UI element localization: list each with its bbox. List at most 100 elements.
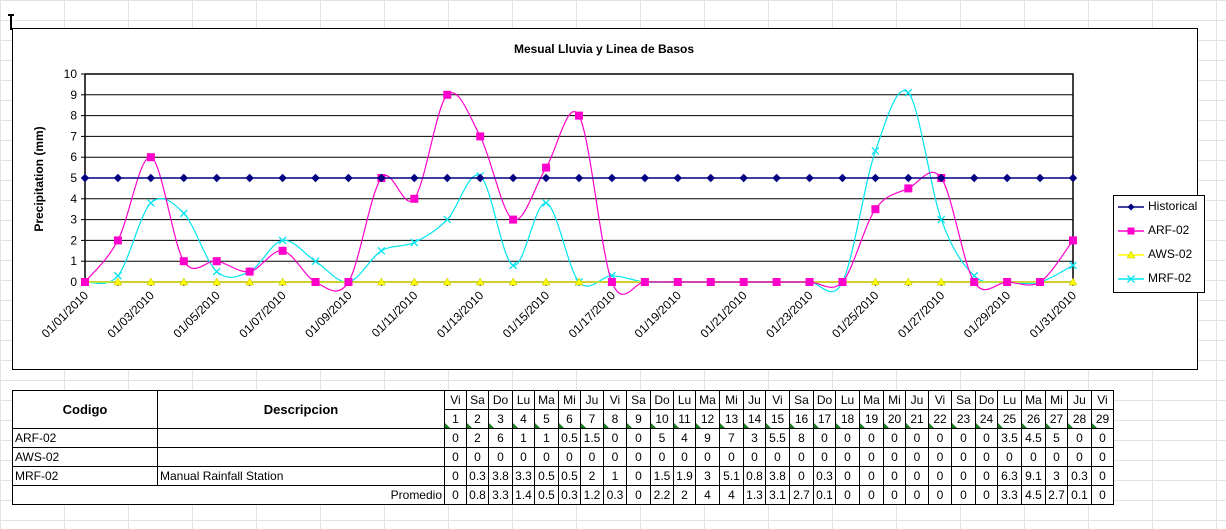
day-number-cell[interactable]: 17 (813, 409, 836, 429)
day-number-cell[interactable]: 13 (719, 409, 744, 429)
day-number-cell[interactable]: 14 (743, 409, 766, 429)
value-cell[interactable]: 0 (719, 447, 744, 467)
codigo-cell[interactable]: ARF-02 (12, 428, 158, 448)
day-name-cell[interactable]: Vi (1091, 390, 1114, 410)
value-cell[interactable]: 0 (1091, 466, 1114, 486)
promedio-value-cell[interactable]: 4 (695, 485, 720, 505)
value-cell[interactable]: 0.3 (813, 466, 836, 486)
day-name-cell[interactable]: Vi (765, 390, 790, 410)
day-number-cell[interactable]: 9 (626, 409, 651, 429)
day-number-cell[interactable]: 1 (444, 409, 467, 429)
value-cell[interactable]: 0 (695, 447, 720, 467)
day-name-cell[interactable]: Sa (466, 390, 489, 410)
promedio-value-cell[interactable]: 0 (951, 485, 976, 505)
day-name-cell[interactable]: Do (813, 390, 836, 410)
value-cell[interactable]: 0 (951, 466, 976, 486)
value-cell[interactable]: 0.5 (534, 466, 559, 486)
value-cell[interactable]: 3.8 (765, 466, 790, 486)
promedio-value-cell[interactable]: 2.7 (789, 485, 814, 505)
promedio-value-cell[interactable]: 0.3 (558, 485, 581, 505)
value-cell[interactable]: 0 (905, 428, 929, 448)
value-cell[interactable]: 0 (466, 447, 489, 467)
descripcion-cell[interactable] (157, 428, 445, 448)
value-cell[interactable]: 1.5 (650, 466, 674, 486)
value-cell[interactable]: 0.3 (466, 466, 489, 486)
day-number-cell[interactable]: 5 (534, 409, 559, 429)
day-name-cell[interactable]: Lu (673, 390, 696, 410)
day-name-cell[interactable]: Ma (859, 390, 884, 410)
day-name-cell[interactable]: Vi (603, 390, 627, 410)
promedio-label[interactable]: Promedio (12, 485, 445, 505)
value-cell[interactable]: 0 (765, 447, 790, 467)
day-number-cell[interactable]: 16 (789, 409, 814, 429)
value-cell[interactable]: 0 (951, 447, 976, 467)
promedio-value-cell[interactable]: 0.8 (466, 485, 489, 505)
value-cell[interactable]: 7 (719, 428, 744, 448)
promedio-value-cell[interactable]: 0.1 (813, 485, 836, 505)
promedio-value-cell[interactable]: 1.2 (580, 485, 604, 505)
day-name-cell[interactable]: Mi (883, 390, 906, 410)
value-cell[interactable]: 0 (859, 447, 884, 467)
promedio-value-cell[interactable]: 0 (905, 485, 929, 505)
promedio-value-cell[interactable]: 1.4 (512, 485, 535, 505)
codigo-cell[interactable]: AWS-02 (12, 447, 158, 467)
value-cell[interactable]: 0 (650, 447, 674, 467)
day-number-cell[interactable]: 20 (883, 409, 906, 429)
promedio-value-cell[interactable]: 0.5 (534, 485, 559, 505)
day-name-cell[interactable]: Sa (626, 390, 651, 410)
value-cell[interactable]: 3.3 (512, 466, 535, 486)
value-cell[interactable]: 0 (626, 428, 651, 448)
value-cell[interactable]: 5 (650, 428, 674, 448)
value-cell[interactable]: 0 (512, 447, 535, 467)
value-cell[interactable]: 0 (951, 428, 976, 448)
value-cell[interactable]: 0 (859, 428, 884, 448)
day-number-cell[interactable]: 7 (580, 409, 604, 429)
value-cell[interactable]: 2 (580, 466, 604, 486)
promedio-value-cell[interactable]: 0.1 (1067, 485, 1092, 505)
promedio-value-cell[interactable]: 0 (1091, 485, 1114, 505)
value-cell[interactable]: 3 (743, 428, 766, 448)
day-number-cell[interactable]: 24 (975, 409, 998, 429)
value-cell[interactable]: 4.5 (1021, 428, 1046, 448)
day-name-cell[interactable]: Do (650, 390, 674, 410)
codigo-cell[interactable]: MRF-02 (12, 466, 158, 486)
day-number-cell[interactable]: 23 (951, 409, 976, 429)
day-name-cell[interactable]: Ju (580, 390, 604, 410)
day-name-cell[interactable]: Mi (719, 390, 744, 410)
promedio-value-cell[interactable]: 3.1 (765, 485, 790, 505)
value-cell[interactable]: 6 (488, 428, 513, 448)
value-cell[interactable]: 0 (928, 447, 952, 467)
day-number-cell[interactable]: 28 (1067, 409, 1092, 429)
value-cell[interactable]: 0 (673, 447, 696, 467)
value-cell[interactable]: 0 (580, 447, 604, 467)
value-cell[interactable]: 0 (883, 428, 906, 448)
day-name-cell[interactable]: Ju (905, 390, 929, 410)
descripcion-cell[interactable]: Manual Rainfall Station (157, 466, 445, 486)
promedio-value-cell[interactable]: 0 (928, 485, 952, 505)
value-cell[interactable]: 0 (444, 428, 467, 448)
value-cell[interactable]: 3.5 (997, 428, 1022, 448)
value-cell[interactable]: 0 (488, 447, 513, 467)
value-cell[interactable]: 0 (997, 447, 1022, 467)
day-name-cell[interactable]: Do (488, 390, 513, 410)
value-cell[interactable]: 1 (512, 428, 535, 448)
value-cell[interactable]: 9.1 (1021, 466, 1046, 486)
value-cell[interactable]: 0 (835, 447, 860, 467)
day-name-cell[interactable]: Lu (512, 390, 535, 410)
promedio-value-cell[interactable]: 1.3 (743, 485, 766, 505)
value-cell[interactable]: 0 (626, 466, 651, 486)
value-cell[interactable]: 0 (1045, 447, 1068, 467)
value-cell[interactable]: 5 (1045, 428, 1068, 448)
value-cell[interactable]: 0.5 (558, 466, 581, 486)
value-cell[interactable]: 1.5 (580, 428, 604, 448)
day-name-cell[interactable]: Sa (789, 390, 814, 410)
value-cell[interactable]: 0 (975, 466, 998, 486)
day-number-cell[interactable]: 3 (488, 409, 513, 429)
value-cell[interactable]: 8 (789, 428, 814, 448)
day-name-cell[interactable]: Do (975, 390, 998, 410)
chart-area[interactable]: Mesual Lluvia y Linea de Basos Precipita… (12, 28, 1205, 370)
promedio-value-cell[interactable]: 2.7 (1045, 485, 1068, 505)
promedio-value-cell[interactable]: 3.3 (997, 485, 1022, 505)
value-cell[interactable]: 0 (883, 447, 906, 467)
day-name-cell[interactable]: Vi (444, 390, 467, 410)
